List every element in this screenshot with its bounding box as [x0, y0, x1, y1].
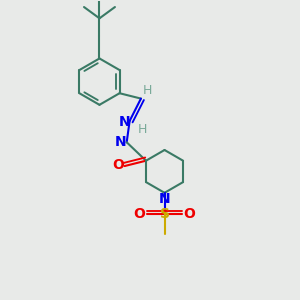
Text: N: N: [118, 116, 130, 129]
Text: O: O: [112, 158, 124, 172]
Text: H: H: [137, 123, 147, 136]
Text: N: N: [115, 135, 127, 149]
Text: S: S: [160, 207, 170, 221]
Text: O: O: [184, 207, 195, 221]
Text: H: H: [143, 84, 152, 97]
Text: N: N: [159, 192, 170, 206]
Text: O: O: [134, 207, 146, 221]
